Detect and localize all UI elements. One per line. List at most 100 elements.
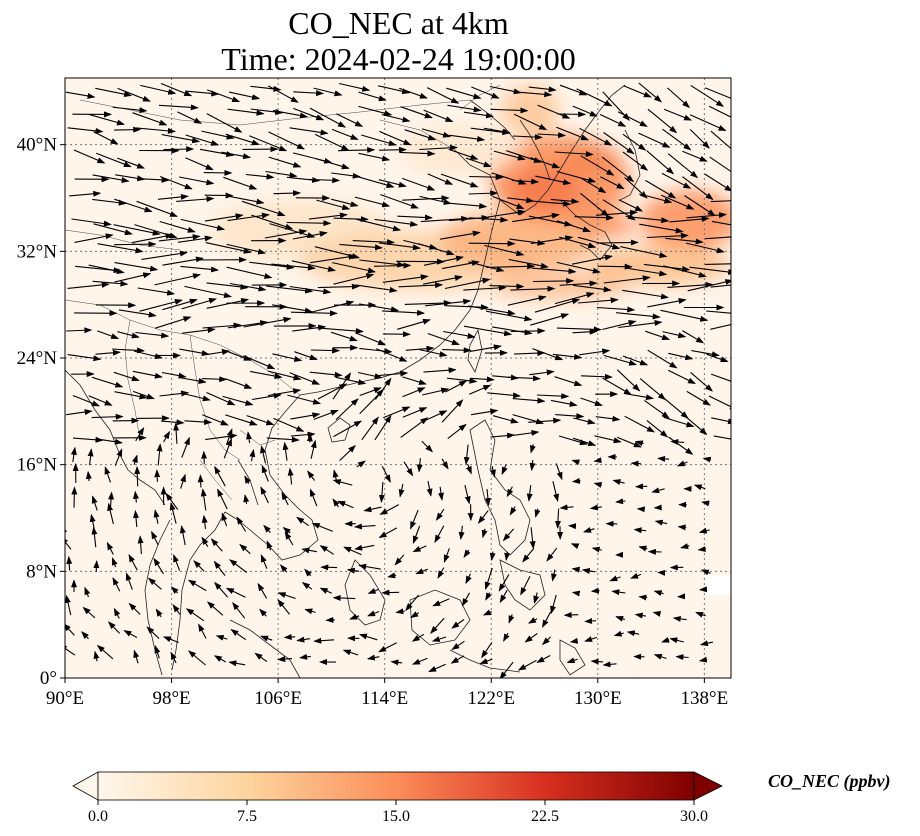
wind-arrow [463,325,513,337]
wind-arrow [283,634,296,640]
wind-arrow [229,282,267,292]
wind-arrow [479,658,493,665]
wind-arrow [267,370,302,381]
wind-arrow [411,633,425,642]
wind-arrow [653,654,667,660]
wind-arrow [133,510,140,527]
wind-arrow [461,592,470,607]
wind-arrow [206,601,224,616]
wind-arrow [287,467,294,485]
wind-arrow [111,557,118,568]
wind-arrow [609,575,621,582]
wind-arrow [226,266,273,279]
wind-arrow [705,236,731,240]
wind-arrow [513,113,548,131]
wind-arrow [702,456,712,463]
wind-arrow [112,577,121,592]
wind-arrow [135,331,170,339]
wind-arrow [531,267,577,275]
wind-arrow [590,658,604,665]
wind-arrow [508,614,515,624]
x-axis-ticks: 90°E 98°E 106°E 114°E 122°E 130°E 138°E [46,678,728,709]
wind-arrow [170,651,177,664]
wind-arrow [639,223,684,234]
wind-arrow [654,519,668,526]
wind-arrow [332,262,376,274]
wind-arrow [532,348,564,361]
wind-arrow [91,413,124,420]
wind-arrow [444,277,491,290]
wind-arrow [96,644,114,660]
wind-arrow [667,281,714,288]
wind-arrow [291,260,336,272]
wind-arrow [399,87,428,99]
wind-arrow [615,615,626,622]
wind-arrow [301,582,313,590]
wind-arrow [337,500,354,509]
wind-arrow [533,200,572,207]
wind-arrow [346,567,360,574]
wind-arrow [711,417,731,425]
wind-arrow [304,568,312,577]
wind-arrow [646,419,669,438]
wind-arrow [97,330,120,340]
wind-arrow [204,213,244,222]
wind-arrow [554,151,594,158]
wind-arrow [402,177,436,191]
wind-arrow [91,495,98,511]
wind-arrow [418,243,455,256]
wind-arrow [530,313,570,326]
wind-arrow [570,543,580,550]
wind-arrow [179,348,210,357]
wind-arrow [228,91,261,101]
wind-arrow [416,458,423,473]
y-tick-label: 8°N [26,561,57,582]
wind-arrow [530,444,536,454]
wind-arrow [484,244,525,257]
wind-arrow [571,477,581,484]
wind-arrow [566,657,578,664]
wind-arrow [260,486,269,504]
wind-arrow [268,388,302,397]
wind-arrow [158,104,199,111]
wind-arrow [647,108,678,134]
wind-arrow [73,149,106,164]
wind-arrow [84,586,91,598]
wind-arrow [486,263,536,270]
wind-arrow [205,242,252,254]
wind-arrow [489,551,496,561]
wind-arrow [330,331,358,342]
wind-arrow [359,388,384,415]
wind-arrow [530,157,561,169]
wind-arrow [95,349,121,356]
wind-arrow [65,594,72,616]
wind-arrow [506,150,542,163]
wind-arrow [66,409,93,416]
wind-arrow [704,263,731,265]
wind-arrow [264,229,308,239]
wind-arrow [131,454,138,465]
wind-arrow [139,298,183,312]
wind-arrow [355,218,402,232]
wind-arrow [260,635,273,642]
wind-arrow [332,479,353,486]
wind-arrow [482,609,493,616]
wind-arrow [524,633,538,643]
wind-arrow [398,282,444,289]
wind-arrow [263,524,271,533]
wind-arrow [431,636,447,642]
wind-arrow [484,567,493,590]
wind-arrow [579,348,611,356]
wind-arrow [572,105,598,117]
wind-arrow [463,444,470,465]
wind-arrow [339,445,356,461]
wind-arrow [162,636,179,644]
wind-arrow [470,376,495,383]
wind-arrow [534,508,541,518]
wind-arrow [699,586,708,593]
wind-arrow [296,636,310,643]
wind-arrow [153,509,160,524]
wind-arrow [185,608,205,622]
wind-arrow [88,395,113,406]
wind-arrow [243,316,292,328]
